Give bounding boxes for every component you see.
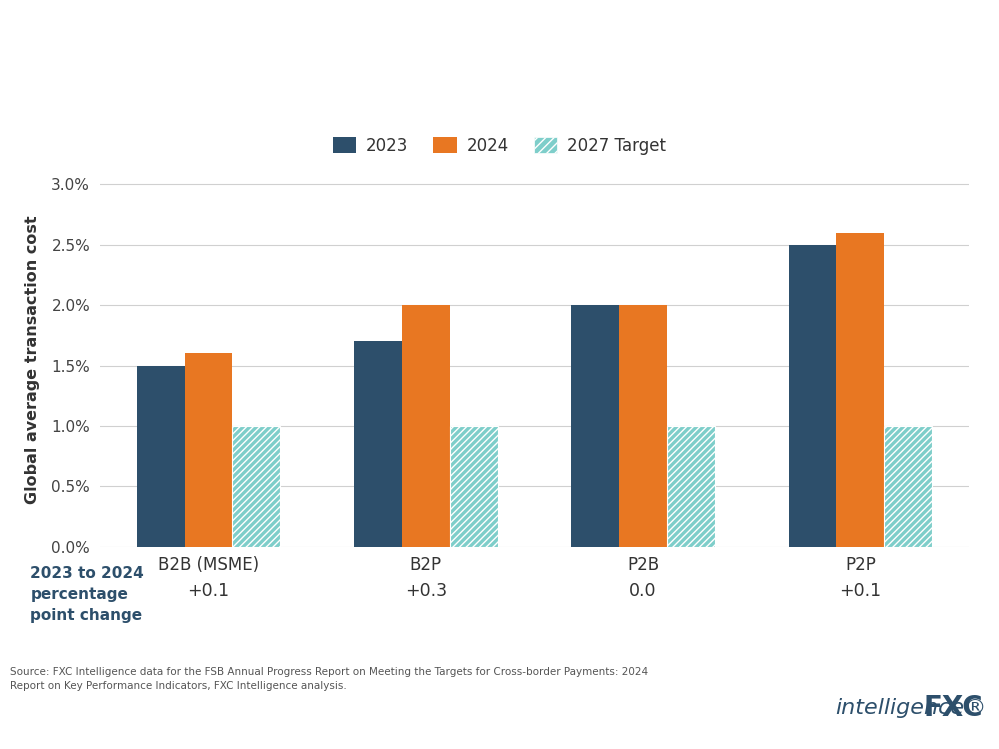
Legend: 2023, 2024, 2027 Target: 2023, 2024, 2027 Target bbox=[326, 130, 673, 162]
Text: +0.1: +0.1 bbox=[188, 581, 230, 600]
Bar bbox=[185, 354, 233, 547]
Text: intelligence®: intelligence® bbox=[835, 698, 986, 718]
Bar bbox=[137, 366, 185, 547]
Bar bbox=[450, 426, 498, 547]
Bar bbox=[233, 426, 281, 547]
Y-axis label: Global average transaction cost: Global average transaction cost bbox=[25, 215, 40, 504]
Text: 2023 to 2024
percentage
point change: 2023 to 2024 percentage point change bbox=[30, 566, 144, 623]
Text: Average cross-border payments costs have risen in 2024: Average cross-border payments costs have… bbox=[15, 28, 906, 56]
Bar bbox=[450, 426, 498, 547]
Bar bbox=[836, 233, 884, 547]
Bar bbox=[354, 342, 402, 547]
Bar bbox=[884, 426, 932, 547]
Text: FXC: FXC bbox=[924, 694, 983, 722]
Bar bbox=[884, 426, 932, 547]
Text: 0.0: 0.0 bbox=[629, 581, 657, 600]
Bar bbox=[619, 305, 667, 547]
Bar bbox=[402, 305, 450, 547]
Bar bbox=[667, 426, 715, 547]
Bar bbox=[788, 245, 836, 547]
Text: +0.1: +0.1 bbox=[839, 581, 881, 600]
Text: +0.3: +0.3 bbox=[405, 581, 447, 600]
Bar bbox=[571, 305, 619, 547]
Text: Source: FXC Intelligence data for the FSB Annual Progress Report on Meeting the : Source: FXC Intelligence data for the FS… bbox=[10, 667, 648, 691]
Bar bbox=[233, 426, 281, 547]
Bar bbox=[667, 426, 715, 547]
Text: Retail cross-border costs have moved further away from G20 2027 targets: Retail cross-border costs have moved fur… bbox=[15, 83, 687, 101]
